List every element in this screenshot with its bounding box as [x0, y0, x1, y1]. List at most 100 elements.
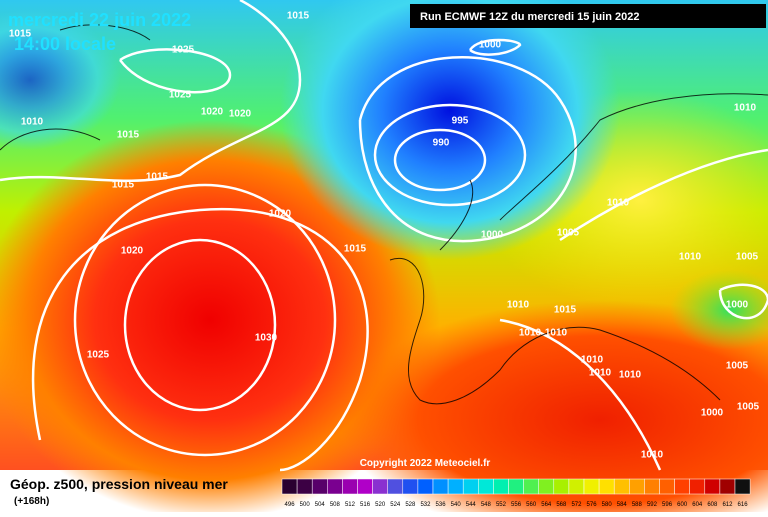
run-box: [410, 4, 766, 28]
scale-swatch: [493, 478, 509, 495]
isobar-label: 1020: [121, 246, 144, 257]
isobar-label: 1010: [545, 328, 568, 339]
isobar-label: 1015: [287, 11, 310, 22]
scale-label: 596: [662, 502, 673, 508]
isobar-label: 1015: [344, 244, 367, 255]
scale-label: 556: [511, 502, 522, 508]
scale-swatch: [689, 478, 706, 495]
isobar-label: 1000: [481, 230, 504, 241]
isobar-label: 1020: [229, 109, 252, 120]
scale-label: 528: [405, 502, 416, 508]
scale-swatch: [659, 478, 675, 495]
scale-label: 496: [285, 502, 296, 508]
scale-label: 500: [300, 502, 311, 508]
scale-label: 604: [692, 502, 703, 508]
isobar-label: 1005: [726, 361, 749, 372]
isobar-label: 1020: [269, 209, 292, 220]
scale-label: 520: [375, 502, 386, 508]
scale-label: 532: [420, 502, 431, 508]
isobar-label: 1025: [87, 350, 110, 361]
isobar-label: 1010: [607, 198, 630, 209]
isobar-label: 1010: [679, 252, 702, 263]
scale-label: 600: [677, 502, 688, 508]
scale-swatch: [417, 478, 434, 495]
isobar-label: 1025: [169, 90, 192, 101]
copyright: Copyright 2022 Meteociel.fr: [360, 458, 491, 469]
scale-swatch: [568, 478, 585, 495]
scale-swatch: [432, 478, 449, 495]
scale-label: 608: [707, 502, 718, 508]
isobar-label: 1010: [641, 450, 664, 461]
scale-swatch: [598, 478, 615, 495]
scale-swatch: [387, 478, 404, 495]
isobar-label: 1015: [112, 180, 135, 191]
isobar-label: 1015: [117, 130, 140, 141]
isobar-label: 1005: [737, 402, 760, 413]
color-scale: 496 500 504 508 512 516 520 524 528 532 536 540 544 5…: [281, 478, 751, 508]
isobar-label: 1020: [201, 107, 224, 118]
scale-swatch: [644, 478, 660, 495]
scale-swatch: [357, 478, 373, 495]
isobar-label: 1030: [255, 333, 278, 344]
isobar-label: 1010: [21, 117, 44, 128]
scale-swatch: [538, 478, 555, 495]
isobar-label: 1010: [519, 328, 542, 339]
isobar-label: 1005: [736, 252, 759, 263]
scale-label: 508: [330, 502, 341, 508]
footer-title: Géop. z500, pression niveau mer: [10, 476, 228, 492]
scale-label: 512: [345, 502, 356, 508]
isobar-label: 1025: [172, 45, 195, 56]
scale-swatch: [447, 478, 464, 495]
map-time: 14:00 locale: [14, 34, 116, 54]
scale-label: 504: [315, 502, 326, 508]
scale-label: 568: [556, 502, 567, 508]
scale-label: 584: [617, 502, 628, 508]
scale-swatch: [734, 478, 751, 495]
scale-label: 544: [466, 502, 477, 508]
scale-label: 580: [602, 502, 613, 508]
scale-swatch: [523, 478, 539, 495]
scale-label: 560: [526, 502, 537, 508]
scale-swatch: [674, 478, 690, 495]
scale-swatch: [327, 478, 343, 495]
scale-swatch: [296, 478, 313, 495]
scale-label: 616: [738, 502, 749, 508]
isobar-label: 1010: [507, 300, 530, 311]
isobar-label: 990: [433, 138, 450, 149]
isobar-label: 1000: [701, 408, 724, 419]
isobar-label: 1010: [619, 370, 642, 381]
isobar-label: 1010: [734, 103, 757, 114]
scale-swatch: [583, 478, 600, 495]
scale-label: 572: [571, 502, 582, 508]
scale-swatch: [281, 478, 298, 495]
isobar-label: 995: [452, 116, 469, 127]
scale-label: 612: [722, 502, 733, 508]
scale-swatch: [402, 478, 419, 495]
scale-swatch: [478, 478, 494, 495]
isobar-label: 1015: [554, 305, 577, 316]
scale-swatch: [372, 478, 388, 495]
scale-label: 516: [360, 502, 371, 508]
footer-subtitle: (+168h): [14, 496, 49, 507]
scale-label: 536: [436, 502, 447, 508]
scale-swatch: [704, 478, 721, 495]
scale-swatch: [508, 478, 524, 495]
scale-swatch: [462, 478, 479, 495]
scale-swatch: [613, 478, 630, 495]
isobar-label: 1000: [479, 40, 502, 51]
scale-label: 552: [496, 502, 507, 508]
isobar-label: 1015: [9, 29, 32, 40]
scale-label: 564: [541, 502, 552, 508]
isobar-label: 1010: [581, 355, 604, 366]
isobar-label: 1000: [726, 300, 749, 311]
map-date: mercredi 22 juin 2022: [8, 10, 191, 30]
scale-label: 576: [587, 502, 598, 508]
scale-label: 592: [647, 502, 658, 508]
isobars: [0, 0, 768, 470]
scale-label: 548: [481, 502, 492, 508]
scale-swatch: [553, 478, 570, 495]
